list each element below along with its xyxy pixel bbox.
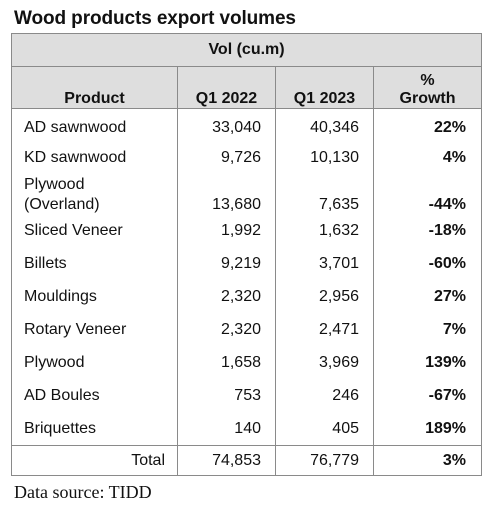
- q1-2022-cell: 140: [177, 412, 276, 446]
- total-row: Total 74,853 76,779 3%: [11, 445, 483, 476]
- table-row: AD sawnwood 33,040 40,346 22%: [11, 108, 483, 142]
- growth-cell: -18%: [372, 214, 483, 248]
- q1-2023-cell: 10,130: [275, 141, 374, 175]
- table-row: Plywood (Overland) 13,680 7,635 -44%: [11, 174, 483, 215]
- q1-2022-cell: 9,219: [177, 247, 276, 281]
- total-growth: 3%: [372, 445, 483, 476]
- q1-2022-cell: 1,658: [177, 346, 276, 380]
- table-row: Mouldings 2,320 2,956 27%: [11, 280, 483, 314]
- q1-2023-cell: 7,635: [275, 174, 374, 215]
- q1-2022-cell: 2,320: [177, 280, 276, 314]
- export-volumes-table: Vol (cu.m) Product Q1 2022 Q1 2023 % Gro…: [10, 33, 483, 476]
- total-q1-2023: 76,779: [275, 445, 374, 476]
- growth-cell: 7%: [372, 313, 483, 347]
- table-row: Briquettes 140 405 189%: [11, 412, 483, 446]
- q1-2023-cell: 2,471: [275, 313, 374, 347]
- product-cell: Plywood: [11, 346, 178, 380]
- product-cell: Billets: [11, 247, 178, 281]
- total-label: Total: [11, 445, 178, 476]
- q1-2023-cell: 405: [275, 412, 374, 446]
- column-header-q1-2023: Q1 2023: [275, 66, 374, 109]
- product-cell: KD sawnwood: [11, 141, 178, 175]
- q1-2022-cell: 2,320: [177, 313, 276, 347]
- product-cell: AD Boules: [11, 379, 178, 413]
- product-cell: AD sawnwood: [11, 108, 178, 142]
- q1-2022-cell: 9,726: [177, 141, 276, 175]
- growth-cell: -44%: [372, 174, 483, 215]
- volume-group-header: Vol (cu.m): [10, 33, 483, 67]
- table-row: Rotary Veneer 2,320 2,471 7%: [11, 313, 483, 347]
- q1-2023-cell: 3,969: [275, 346, 374, 380]
- growth-cell: 27%: [372, 280, 483, 314]
- product-name-line2: (Overland): [24, 195, 100, 213]
- product-cell: Rotary Veneer: [11, 313, 178, 347]
- table-title: Wood products export volumes: [14, 8, 296, 29]
- growth-cell: 22%: [372, 108, 483, 142]
- table-row: Sliced Veneer 1,992 1,632 -18%: [11, 214, 483, 248]
- product-cell: Briquettes: [11, 412, 178, 446]
- q1-2022-cell: 13,680: [177, 174, 276, 215]
- growth-header-percent: %: [420, 72, 435, 89]
- growth-header-label: Growth: [399, 90, 456, 107]
- q1-2022-cell: 33,040: [177, 108, 276, 142]
- q1-2023-cell: 40,346: [275, 108, 374, 142]
- table-row: AD Boules 753 246 -67%: [11, 379, 483, 413]
- table-row: Plywood 1,658 3,969 139%: [11, 346, 483, 380]
- column-header-growth: % Growth: [372, 66, 483, 109]
- q1-2023-cell: 246: [275, 379, 374, 413]
- growth-cell: -67%: [372, 379, 483, 413]
- q1-2022-cell: 1,992: [177, 214, 276, 248]
- growth-cell: 189%: [372, 412, 483, 446]
- product-cell: Plywood (Overland): [11, 174, 178, 215]
- growth-cell: 139%: [372, 346, 483, 380]
- table-row: KD sawnwood 9,726 10,130 4%: [11, 141, 483, 175]
- product-cell: Mouldings: [11, 280, 178, 314]
- q1-2023-cell: 2,956: [275, 280, 374, 314]
- product-name-line1: Plywood: [24, 175, 85, 193]
- column-header-q1-2022: Q1 2022: [177, 66, 276, 109]
- product-cell: Sliced Veneer: [11, 214, 178, 248]
- q1-2023-cell: 3,701: [275, 247, 374, 281]
- growth-cell: 4%: [372, 141, 483, 175]
- total-q1-2022: 74,853: [177, 445, 276, 476]
- data-source-note: Data source: TIDD: [14, 482, 152, 502]
- q1-2023-cell: 1,632: [275, 214, 374, 248]
- growth-cell: -60%: [372, 247, 483, 281]
- q1-2022-cell: 753: [177, 379, 276, 413]
- table-row: Billets 9,219 3,701 -60%: [11, 247, 483, 281]
- column-header-product: Product: [11, 66, 178, 109]
